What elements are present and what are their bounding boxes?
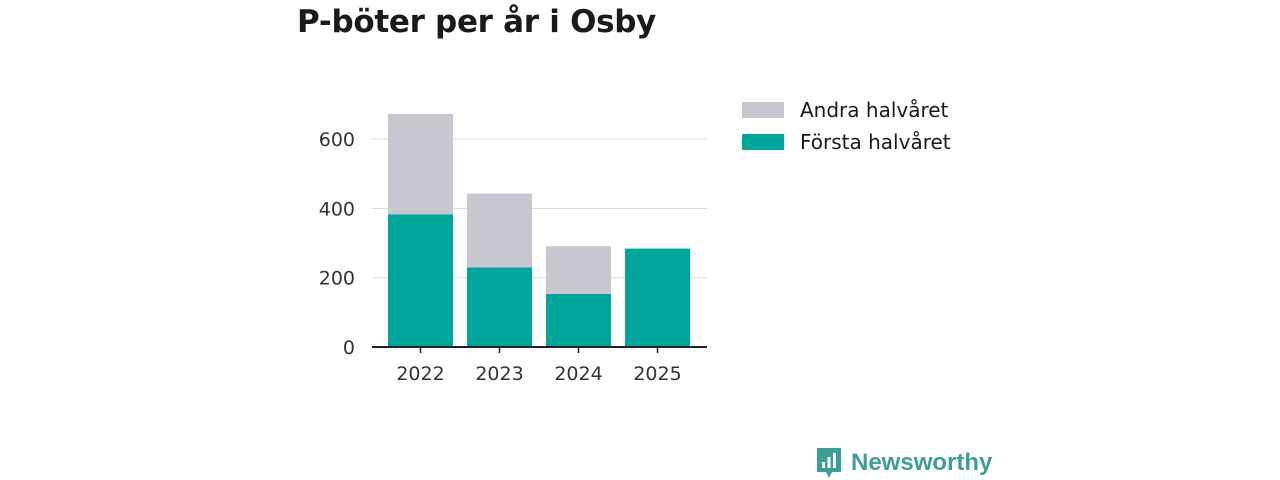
legend-swatch [742, 102, 784, 118]
bar-2022-forsta [388, 214, 453, 347]
legend: Andra halvåret Första halvåret [742, 98, 951, 154]
chart-title: P-böter per år i Osby [297, 4, 657, 40]
bar-2022-andra [388, 113, 453, 215]
bars [388, 113, 690, 347]
bar-2025-forsta [625, 248, 690, 347]
y-tick-label: 600 [319, 129, 355, 151]
bar-2023-forsta [467, 267, 532, 347]
legend-label: Första halvåret [800, 130, 951, 154]
bar-2024-forsta [546, 294, 611, 347]
newsworthy-icon [817, 448, 841, 478]
y-tick-label: 400 [319, 198, 355, 220]
legend-label: Andra halvåret [800, 98, 949, 122]
x-tick-label: 2025 [633, 363, 681, 385]
newsworthy-logo: Newsworthy [815, 446, 992, 480]
brand-name: Newsworthy [851, 449, 993, 476]
x-tick-label: 2022 [396, 363, 444, 385]
legend-swatch [742, 134, 784, 150]
x-tick-label: 2024 [554, 363, 602, 385]
bar-2024-andra [546, 246, 611, 295]
bar-2023-andra [467, 193, 532, 268]
x-tick-label: 2023 [475, 363, 523, 385]
y-tick-label: 0 [343, 337, 355, 359]
y-axis-ticks: 0 200 400 600 [319, 129, 355, 359]
x-axis-ticks: 2022 2023 2024 2025 [396, 347, 682, 385]
y-tick-label: 200 [319, 268, 355, 290]
